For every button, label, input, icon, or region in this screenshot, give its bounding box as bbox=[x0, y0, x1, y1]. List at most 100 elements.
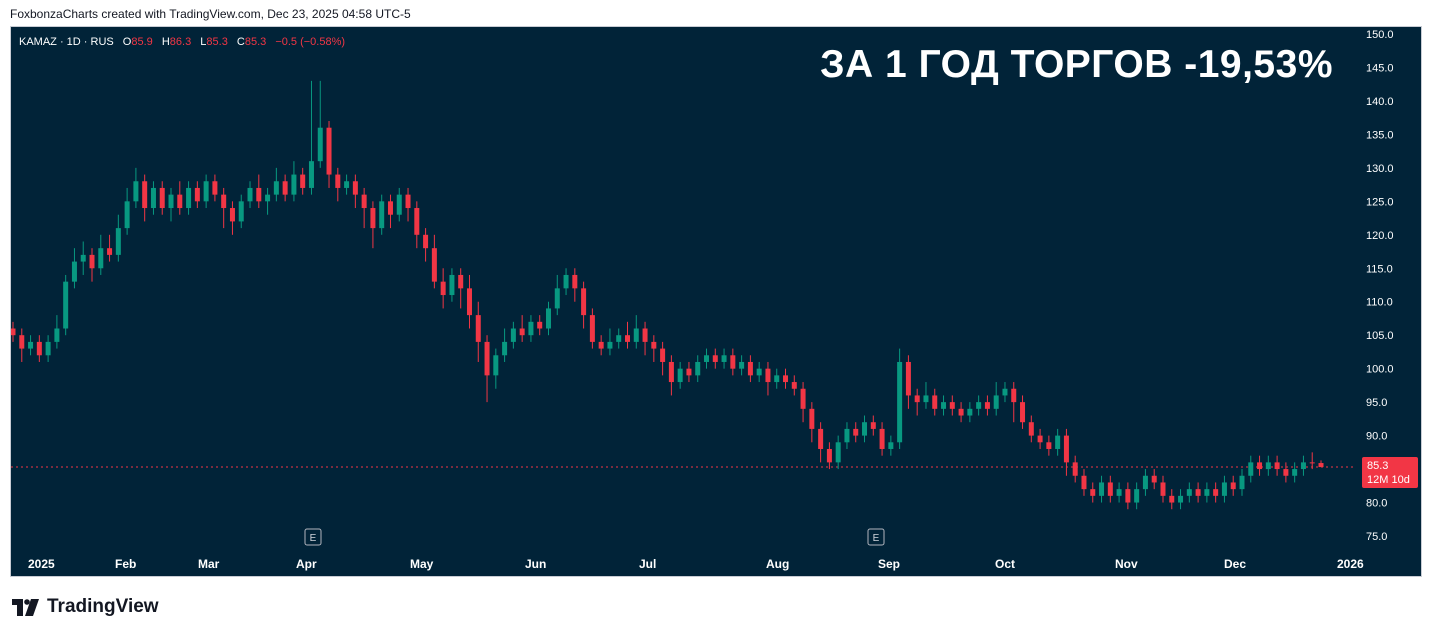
candle bbox=[1221, 475, 1227, 503]
candle-body bbox=[1186, 489, 1192, 496]
candle-body bbox=[335, 174, 341, 188]
candle-body bbox=[651, 341, 657, 349]
candle-body bbox=[221, 194, 227, 209]
candle bbox=[168, 187, 174, 222]
candle-body bbox=[1107, 482, 1113, 496]
candle-body bbox=[502, 341, 508, 356]
candle bbox=[458, 268, 464, 309]
y-tick-label: 125.0 bbox=[1366, 196, 1394, 208]
candle-body bbox=[291, 174, 297, 195]
candle bbox=[545, 301, 551, 336]
candle-body bbox=[107, 248, 113, 255]
candle bbox=[1213, 482, 1219, 503]
candle bbox=[783, 368, 789, 389]
candle-body bbox=[203, 181, 209, 202]
candle-body bbox=[835, 442, 841, 463]
candle bbox=[1151, 469, 1157, 490]
candle bbox=[818, 422, 824, 463]
candle bbox=[1309, 452, 1315, 470]
candle-body bbox=[133, 181, 139, 202]
candle-body bbox=[616, 335, 622, 342]
candle bbox=[440, 268, 446, 309]
candle-body bbox=[177, 194, 183, 209]
earnings-marker[interactable]: E bbox=[304, 528, 322, 546]
candle-body bbox=[905, 361, 911, 396]
candle-body bbox=[1081, 475, 1087, 490]
symbol-legend[interactable]: KAMAZ · 1D · RUS O85.9 H86.3 L85.3 C85.3… bbox=[19, 36, 345, 48]
candle-body bbox=[1072, 462, 1078, 476]
candle-body bbox=[704, 355, 710, 362]
candle-body bbox=[765, 368, 771, 383]
candle bbox=[1037, 428, 1043, 449]
candle-body bbox=[387, 201, 393, 215]
candle bbox=[1195, 482, 1201, 503]
earnings-marker-box bbox=[867, 528, 885, 546]
candle bbox=[712, 348, 718, 369]
candle-body bbox=[624, 335, 630, 342]
symbol-name: KAMAZ · 1D · RUS bbox=[19, 36, 114, 48]
candle bbox=[431, 234, 437, 289]
candle-body bbox=[967, 408, 973, 416]
candle bbox=[80, 241, 86, 275]
candle bbox=[809, 402, 815, 443]
candle bbox=[581, 281, 587, 329]
candle-body bbox=[923, 395, 929, 403]
candle bbox=[1178, 489, 1184, 510]
earnings-marker[interactable]: E bbox=[867, 528, 885, 546]
candlestick-chart[interactable]: 150.0 145.0 140.0 135.0 130.0 125.0 120.0 115.0… bbox=[11, 27, 1421, 576]
candle-body bbox=[1090, 489, 1096, 496]
candle bbox=[28, 335, 34, 356]
candle bbox=[186, 181, 192, 215]
candle-body bbox=[265, 194, 271, 202]
bar-countdown: 12M 10d bbox=[1367, 474, 1410, 486]
candle-body bbox=[308, 161, 314, 188]
candle-body bbox=[747, 361, 753, 376]
banner-text: ЗА 1 ГОД ТОРГОВ -19,53% bbox=[820, 43, 1333, 86]
candle bbox=[677, 361, 683, 389]
candle-body bbox=[423, 234, 429, 249]
chart-panel[interactable]: 150.0 145.0 140.0 135.0 130.0 125.0 120.0 115.0… bbox=[10, 26, 1422, 577]
earnings-marker-box bbox=[304, 528, 322, 546]
candle-body bbox=[1116, 489, 1122, 496]
candle bbox=[1160, 475, 1166, 503]
candle-body bbox=[914, 395, 920, 403]
candle bbox=[423, 228, 429, 262]
candle-body bbox=[774, 375, 780, 383]
candle bbox=[642, 321, 648, 356]
candle-body bbox=[1178, 495, 1184, 503]
candle bbox=[905, 355, 911, 409]
x-tick-label: May bbox=[410, 557, 434, 571]
candle bbox=[923, 382, 929, 409]
candle-body bbox=[1213, 489, 1219, 496]
candle-body bbox=[229, 208, 235, 222]
candle bbox=[1002, 382, 1008, 403]
candle-body bbox=[1283, 469, 1289, 476]
candle-body bbox=[1230, 482, 1236, 490]
candle-body bbox=[862, 422, 868, 436]
candle-body bbox=[1046, 442, 1052, 449]
candle bbox=[739, 355, 745, 376]
candle bbox=[704, 348, 710, 369]
candle-body bbox=[396, 194, 402, 215]
candle bbox=[317, 80, 323, 168]
candle-body bbox=[879, 428, 885, 449]
close-label: C bbox=[236, 36, 245, 48]
candle-body bbox=[984, 402, 990, 409]
candle bbox=[993, 382, 999, 416]
candle bbox=[1257, 455, 1263, 476]
candle-body bbox=[888, 442, 894, 449]
candle-body bbox=[1002, 388, 1008, 396]
candle-body bbox=[194, 187, 200, 202]
y-tick-label: 105.0 bbox=[1366, 330, 1394, 342]
candle bbox=[159, 181, 165, 215]
candle bbox=[1020, 395, 1026, 429]
candle bbox=[194, 181, 200, 209]
candle bbox=[1300, 455, 1306, 476]
candle bbox=[660, 341, 666, 376]
candle-body bbox=[379, 201, 385, 229]
candle bbox=[1204, 482, 1210, 503]
tradingview-logo[interactable]: TradingView bbox=[12, 596, 159, 618]
candle bbox=[273, 167, 279, 202]
candle bbox=[651, 335, 657, 362]
